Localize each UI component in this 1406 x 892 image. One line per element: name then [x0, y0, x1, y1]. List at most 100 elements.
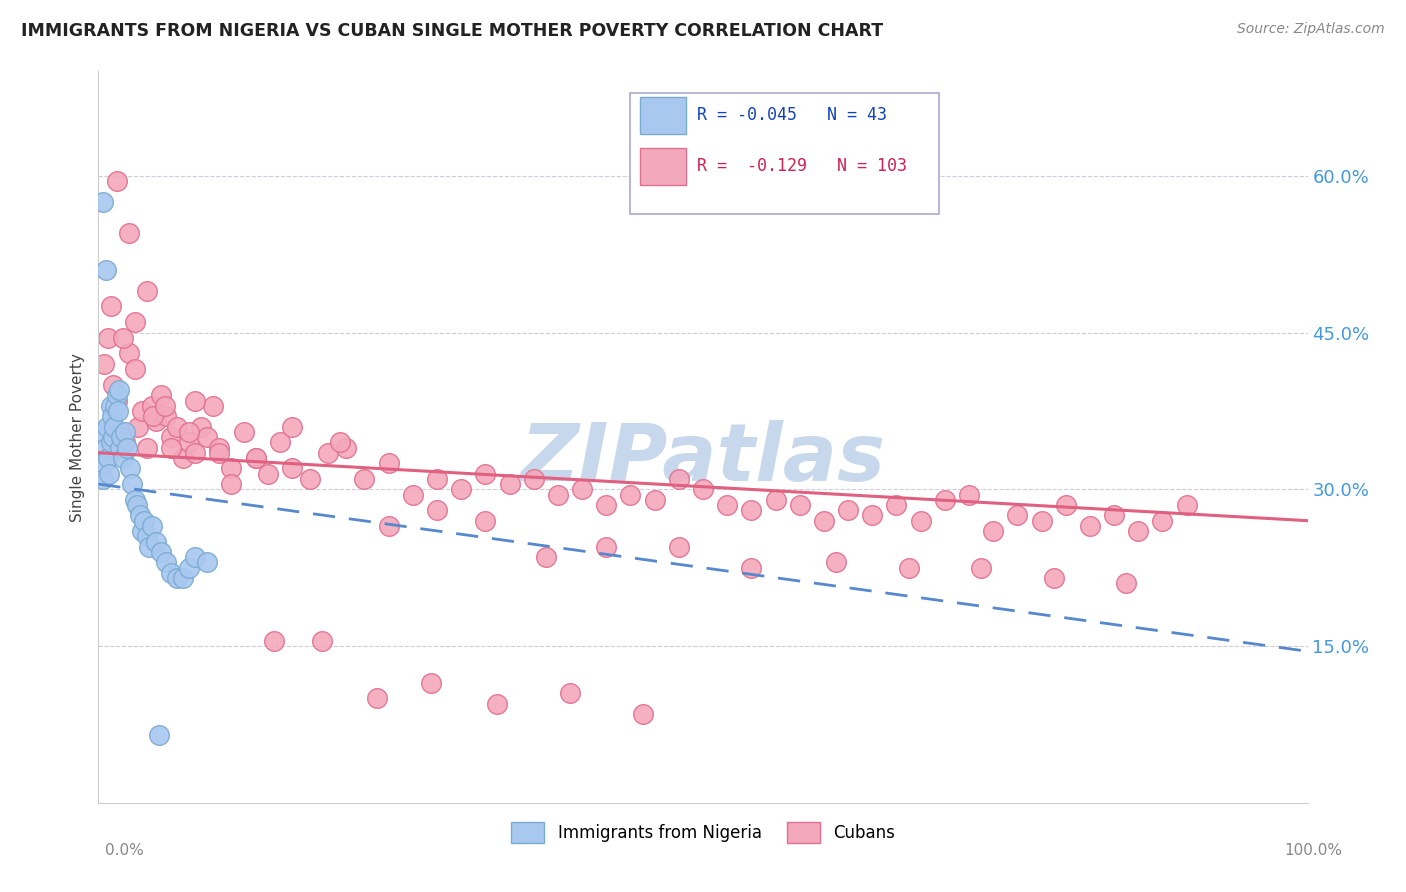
Point [103, 419, 125, 434]
Point [118, 461, 141, 475]
Point [558, 686, 581, 700]
Point [789, 498, 811, 512]
Point [245, 450, 267, 465]
Point [1078, 519, 1101, 533]
Point [1042, 571, 1064, 585]
Point [91, 425, 114, 439]
Point [595, 498, 617, 512]
Point [402, 487, 425, 501]
Point [957, 487, 980, 501]
Text: IMMIGRANTS FROM NIGERIA VS CUBAN SINGLE MOTHER POVERTY CORRELATION CHART: IMMIGRANTS FROM NIGERIA VS CUBAN SINGLE … [21, 22, 883, 40]
Point [619, 487, 641, 501]
Point [96, 419, 118, 434]
Point [366, 691, 388, 706]
Point [108, 441, 131, 455]
Point [221, 477, 243, 491]
Point [232, 425, 254, 439]
Point [195, 556, 218, 570]
Point [644, 492, 666, 507]
Point [329, 435, 352, 450]
Point [245, 450, 267, 465]
Point [101, 430, 124, 444]
Point [692, 483, 714, 497]
Point [934, 492, 956, 507]
Point [145, 534, 167, 549]
Point [1031, 514, 1053, 528]
Point [105, 174, 128, 188]
Legend: Immigrants from Nigeria, Cubans: Immigrants from Nigeria, Cubans [505, 815, 901, 849]
Point [134, 514, 156, 528]
Point [474, 514, 496, 528]
Point [124, 492, 146, 507]
Point [131, 524, 153, 538]
Point [145, 414, 167, 428]
Point [101, 377, 124, 392]
Point [135, 284, 157, 298]
Point [91, 194, 114, 209]
Point [281, 419, 304, 434]
Point [100, 409, 122, 424]
Point [498, 477, 520, 491]
Point [825, 556, 848, 570]
Point [740, 503, 762, 517]
Point [94, 263, 117, 277]
Point [299, 472, 322, 486]
Point [837, 503, 859, 517]
Point [100, 399, 122, 413]
Text: R = -0.045   N = 43: R = -0.045 N = 43 [697, 106, 887, 124]
Point [263, 633, 285, 648]
Point [813, 514, 835, 528]
Point [486, 697, 509, 711]
Point [104, 399, 127, 413]
Point [426, 472, 449, 486]
Point [1102, 508, 1125, 523]
Point [184, 393, 207, 408]
Point [860, 508, 883, 523]
Point [93, 357, 115, 371]
Point [108, 383, 131, 397]
Point [311, 633, 333, 648]
Point [523, 472, 546, 486]
FancyBboxPatch shape [640, 97, 686, 134]
Point [124, 362, 146, 376]
Point [595, 540, 617, 554]
Text: 0.0%: 0.0% [105, 843, 145, 858]
Point [547, 487, 569, 501]
Point [981, 524, 1004, 538]
Point [166, 419, 188, 434]
Point [631, 706, 654, 721]
Point [571, 483, 593, 497]
Point [377, 456, 399, 470]
Point [179, 560, 201, 574]
Point [111, 331, 134, 345]
Point [135, 441, 157, 455]
Point [141, 399, 163, 413]
Point [153, 399, 176, 413]
Point [160, 441, 183, 455]
Point [179, 425, 201, 439]
Point [897, 560, 920, 574]
Point [114, 435, 136, 450]
FancyBboxPatch shape [630, 94, 939, 214]
Point [450, 483, 472, 497]
Point [91, 472, 114, 486]
Point [135, 529, 157, 543]
Point [377, 519, 399, 533]
Point [117, 441, 139, 455]
Point [1007, 508, 1029, 523]
Point [1152, 514, 1174, 528]
Point [886, 498, 908, 512]
Point [474, 467, 496, 481]
Point [202, 399, 225, 413]
Text: Source: ZipAtlas.com: Source: ZipAtlas.com [1237, 22, 1385, 37]
Point [668, 540, 690, 554]
Text: ZIPatlas: ZIPatlas [520, 420, 886, 498]
Point [281, 461, 304, 475]
Point [121, 477, 143, 491]
Point [1128, 524, 1150, 538]
Point [353, 472, 375, 486]
Point [172, 450, 194, 465]
Point [100, 300, 122, 314]
Point [105, 393, 128, 408]
Point [148, 728, 170, 742]
